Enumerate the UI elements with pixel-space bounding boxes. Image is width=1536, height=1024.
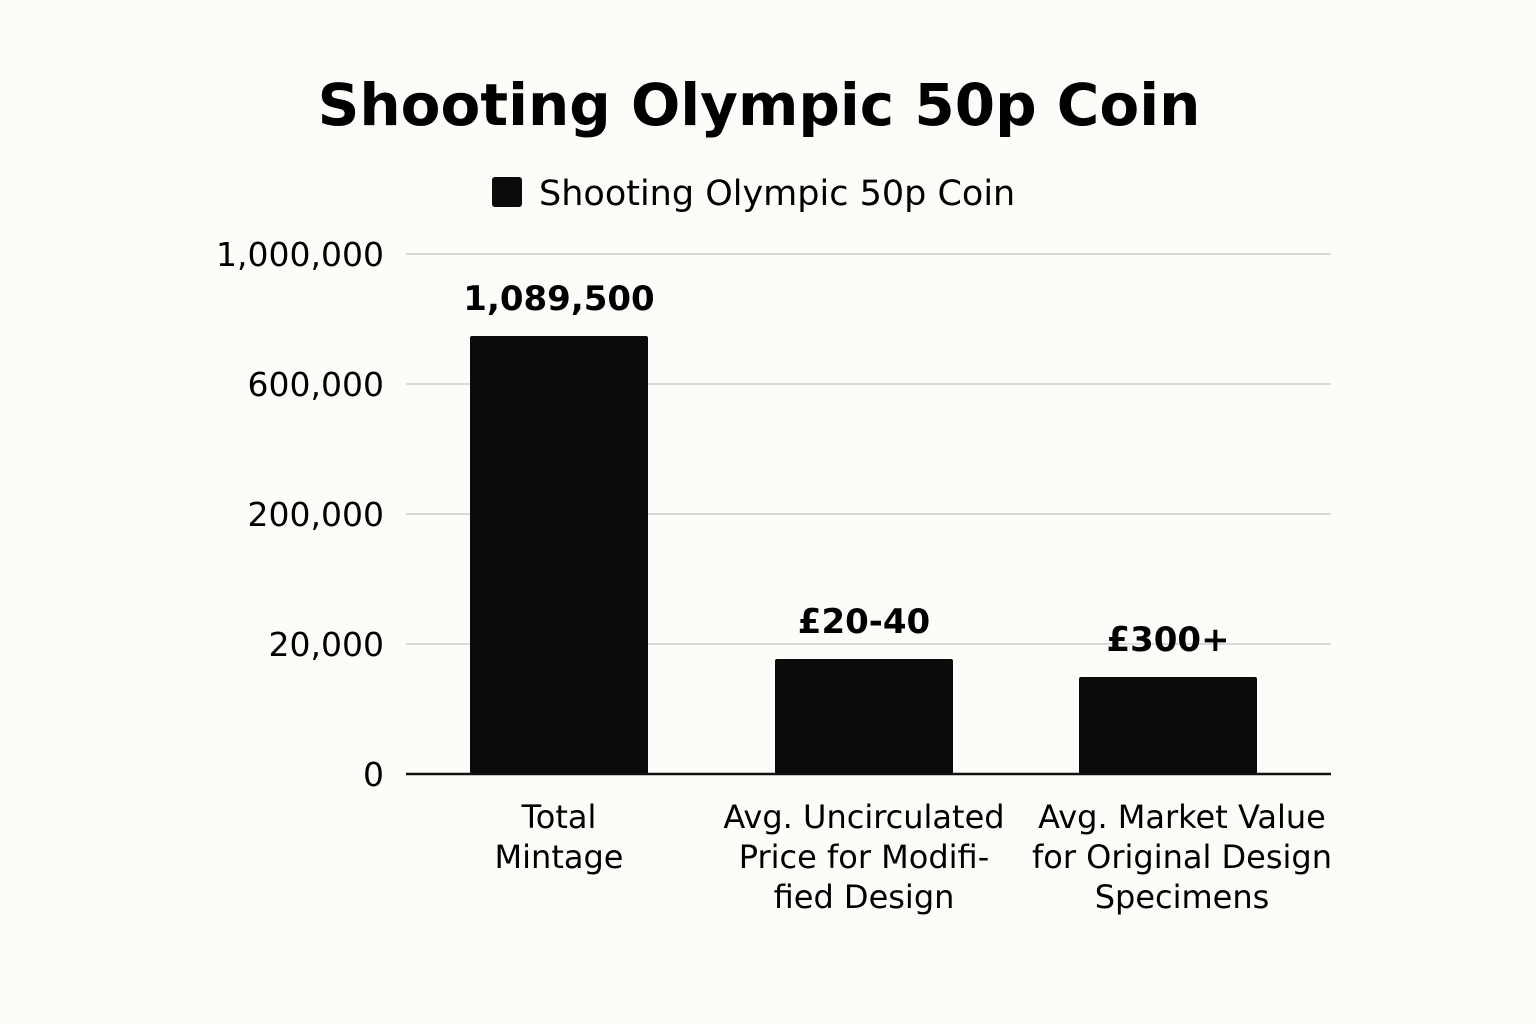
bar bbox=[775, 659, 953, 774]
x-category-label: Specimens bbox=[1095, 878, 1270, 916]
legend: Shooting Olympic 50p Coin bbox=[492, 174, 1015, 214]
legend-swatch bbox=[492, 177, 522, 207]
chart-title: Shooting Olympic 50p Coin bbox=[318, 71, 1201, 139]
x-category-label: Mintage bbox=[495, 838, 624, 876]
bar-value-label: 1,089,500 bbox=[463, 279, 654, 319]
bar-value-label: £20-40 bbox=[798, 602, 930, 642]
value-labels: 1,089,500 £20-40 £300+ bbox=[463, 279, 1229, 660]
y-tick-label: 20,000 bbox=[269, 625, 384, 664]
x-category-label: Total bbox=[521, 798, 597, 836]
bar bbox=[1079, 677, 1257, 774]
y-tick-label: 600,000 bbox=[248, 365, 384, 404]
bar-value-label: £300+ bbox=[1106, 620, 1229, 660]
legend-label: Shooting Olympic 50p Coin bbox=[539, 174, 1015, 214]
x-category-label: Price for Modifi- bbox=[739, 838, 990, 876]
x-category-label: fied Design bbox=[774, 878, 955, 916]
y-tick-label: 1,000,000 bbox=[216, 235, 384, 274]
bars bbox=[470, 336, 1257, 774]
x-category-label: Avg. Uncirculated bbox=[723, 798, 1004, 836]
y-tick-label: 0 bbox=[363, 755, 384, 794]
x-category-label: Avg. Market Value bbox=[1038, 798, 1326, 836]
y-axis-tick-labels: 0 20,000 200,000 600,000 1,000,000 bbox=[216, 235, 384, 794]
y-tick-label: 200,000 bbox=[248, 495, 384, 534]
bar bbox=[470, 336, 648, 774]
x-category-label: for Original Design bbox=[1032, 838, 1332, 876]
